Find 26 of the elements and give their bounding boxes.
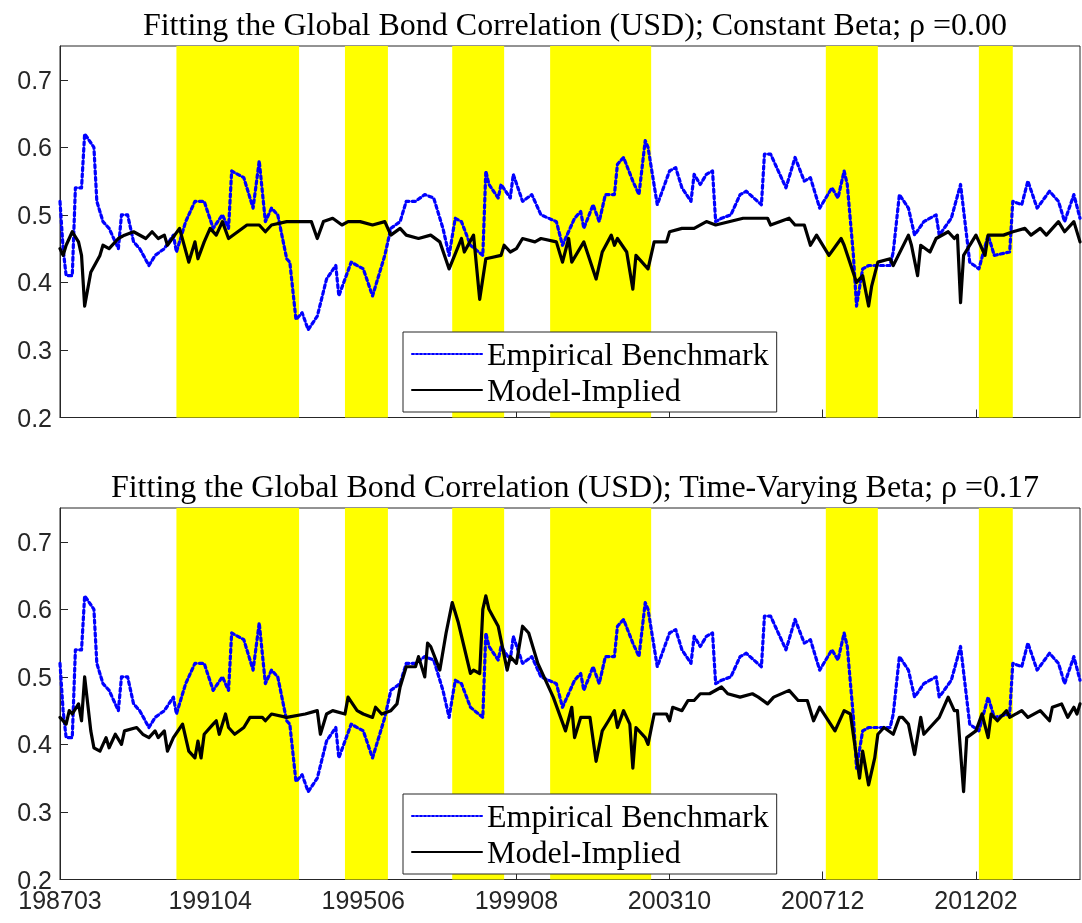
x-tick-label: 200310: [627, 885, 712, 914]
x-tick-label: 199506: [321, 885, 405, 914]
x-tick-label: 199908: [474, 885, 559, 914]
x-tick-label: 201202: [934, 885, 1018, 914]
y-tick-label: 0.5: [17, 662, 52, 691]
chart-title: Fitting the Global Bond Correlation (USD); Time-Varying Beta; ρ =0.17: [110, 467, 1040, 504]
legend-label: Empirical Benchmark: [487, 797, 769, 834]
y-tick-label: 0.3: [17, 797, 52, 826]
y-tick-label: 0.3: [17, 335, 52, 364]
chart-title: Fitting the Global Bond Correlation (USD); Constant Beta; ρ =0.00: [142, 6, 1008, 42]
y-tick-label: 0.4: [17, 729, 53, 758]
line-series: [58, 132, 1082, 332]
y-tick-label: 0.7: [17, 65, 52, 94]
y-tick-label: 0.6: [17, 133, 52, 162]
y-tick-label: 0.6: [17, 594, 52, 623]
legend-label: Empirical Benchmark: [487, 336, 769, 372]
legend-label: Model-Implied: [487, 833, 681, 870]
y-tick-label: 0.2: [17, 403, 52, 432]
y-tick-label: 0.4: [17, 268, 53, 297]
legend-label: Model-Implied: [487, 372, 681, 408]
y-tick-label: 0.5: [17, 200, 52, 229]
line-series: [58, 593, 1082, 793]
line-series: [58, 216, 1082, 308]
x-tick-label: 200712: [780, 885, 865, 914]
x-tick-label: 199104: [168, 885, 252, 914]
y-tick-label: 0.7: [17, 527, 52, 556]
